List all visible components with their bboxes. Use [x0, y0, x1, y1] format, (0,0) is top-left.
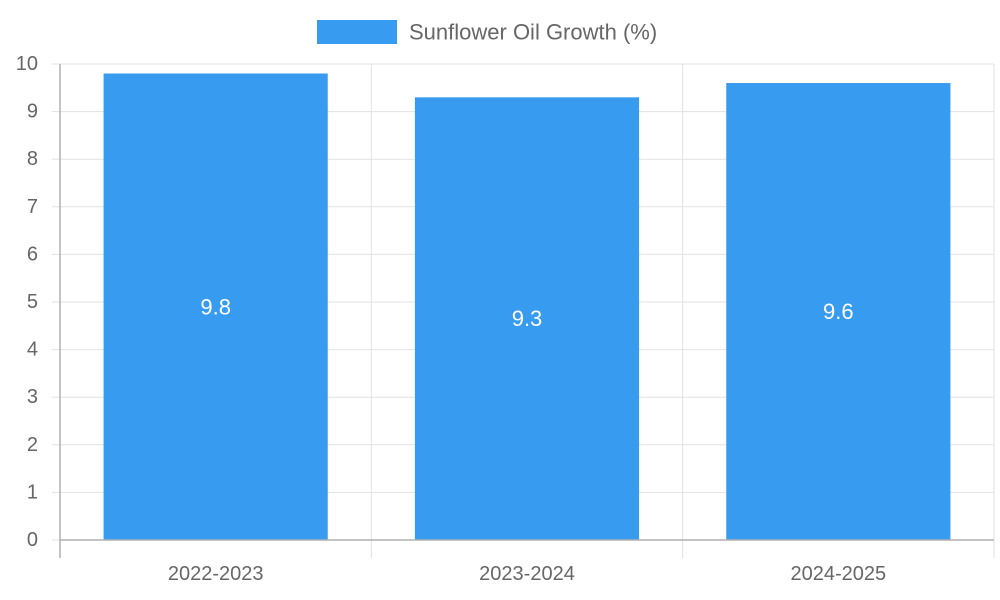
y-tick-label: 8 — [27, 148, 38, 170]
data-label: 9.8 — [200, 294, 231, 319]
legend-label[interactable]: Sunflower Oil Growth (%) — [409, 20, 657, 45]
y-tick-label: 7 — [27, 196, 38, 218]
data-label: 9.3 — [512, 306, 543, 331]
legend[interactable]: Sunflower Oil Growth (%) — [317, 20, 657, 45]
y-tick-label: 3 — [27, 386, 38, 408]
bars — [103, 73, 951, 541]
data-labels: 9.8 9.3 9.6 — [200, 294, 853, 331]
x-tick-label: 2023-2024 — [479, 563, 575, 585]
y-tick-label: 2 — [27, 434, 38, 456]
y-tick-label: 9 — [27, 101, 38, 123]
y-tick-label: 5 — [27, 291, 38, 313]
y-tick-label: 10 — [16, 53, 38, 75]
bar-2024-2025[interactable] — [726, 83, 951, 540]
y-tick-label: 1 — [27, 481, 38, 503]
y-tick-label: 6 — [27, 243, 38, 265]
data-label: 9.6 — [823, 299, 854, 324]
bar-2022-2023[interactable] — [103, 73, 328, 541]
y-tick-label: 4 — [27, 339, 38, 361]
y-tick-label: 0 — [27, 529, 38, 551]
legend-swatch[interactable] — [317, 20, 397, 44]
bar-2023-2024[interactable] — [414, 97, 640, 540]
x-tick-label: 2024-2025 — [791, 563, 887, 585]
x-tick-label: 2022-2023 — [168, 563, 264, 585]
x-tick-labels: 2022-2023 2023-2024 2024-2025 — [168, 563, 886, 585]
axes — [59, 64, 994, 558]
y-tick-labels: 0 1 2 3 4 5 6 7 8 9 10 — [16, 53, 38, 551]
